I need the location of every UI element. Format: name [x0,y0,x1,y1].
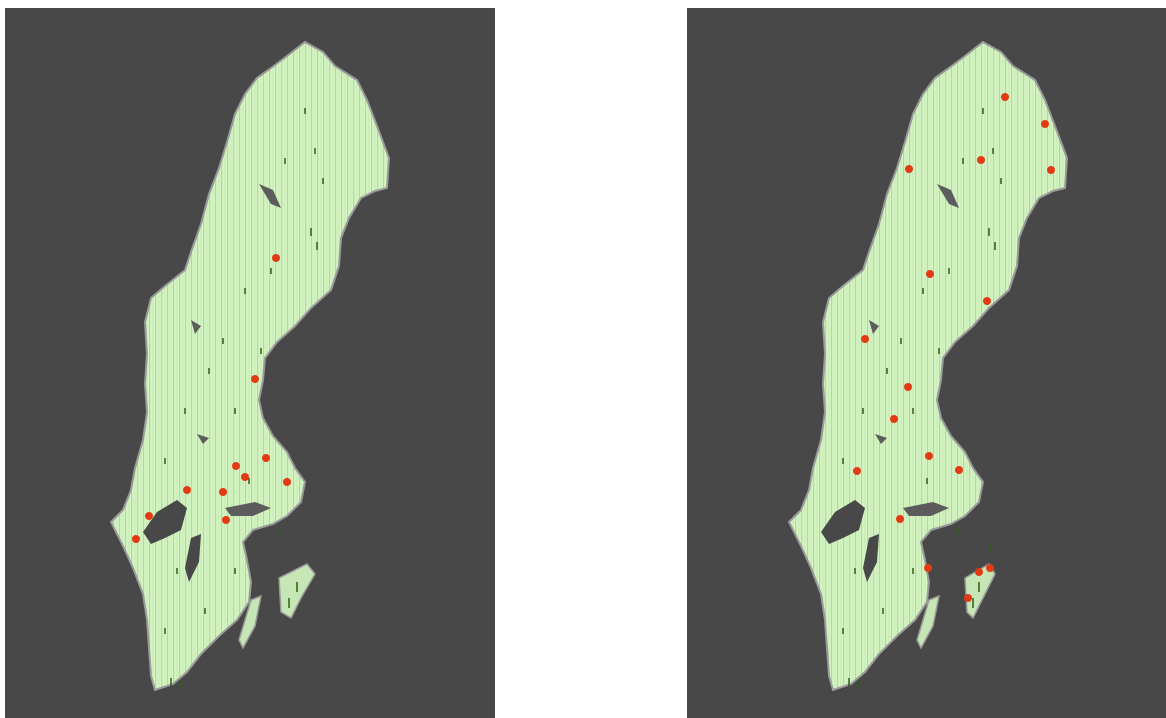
right-map-panel[interactable] [687,8,1166,718]
left-sweden-map [5,8,495,718]
map-marker [241,473,249,481]
map-marker [986,564,994,572]
map-marker [896,515,904,523]
map-marker [926,270,934,278]
left-map-panel[interactable] [5,8,495,718]
map-marker [232,462,240,470]
map-marker [1047,166,1055,174]
map-marker [924,564,932,572]
map-marker [853,467,861,475]
land-mass [111,42,389,690]
map-marker [977,156,985,164]
map-marker [861,335,869,343]
map-marker [925,452,933,460]
map-marker [251,375,259,383]
map-marker [905,165,913,173]
map-marker [272,254,280,262]
map-marker [890,415,898,423]
map-marker [904,383,912,391]
right-sweden-map [687,8,1166,718]
map-marker [983,297,991,305]
map-marker [132,535,140,543]
map-marker [964,594,972,602]
map-marker [975,568,983,576]
land-mass [789,42,1067,690]
map-marker [145,512,153,520]
map-marker [183,486,191,494]
map-marker [219,488,227,496]
map-marker [283,478,291,486]
map-marker [955,466,963,474]
map-marker [222,516,230,524]
map-marker [262,454,270,462]
map-marker [1041,120,1049,128]
map-marker [1001,93,1009,101]
